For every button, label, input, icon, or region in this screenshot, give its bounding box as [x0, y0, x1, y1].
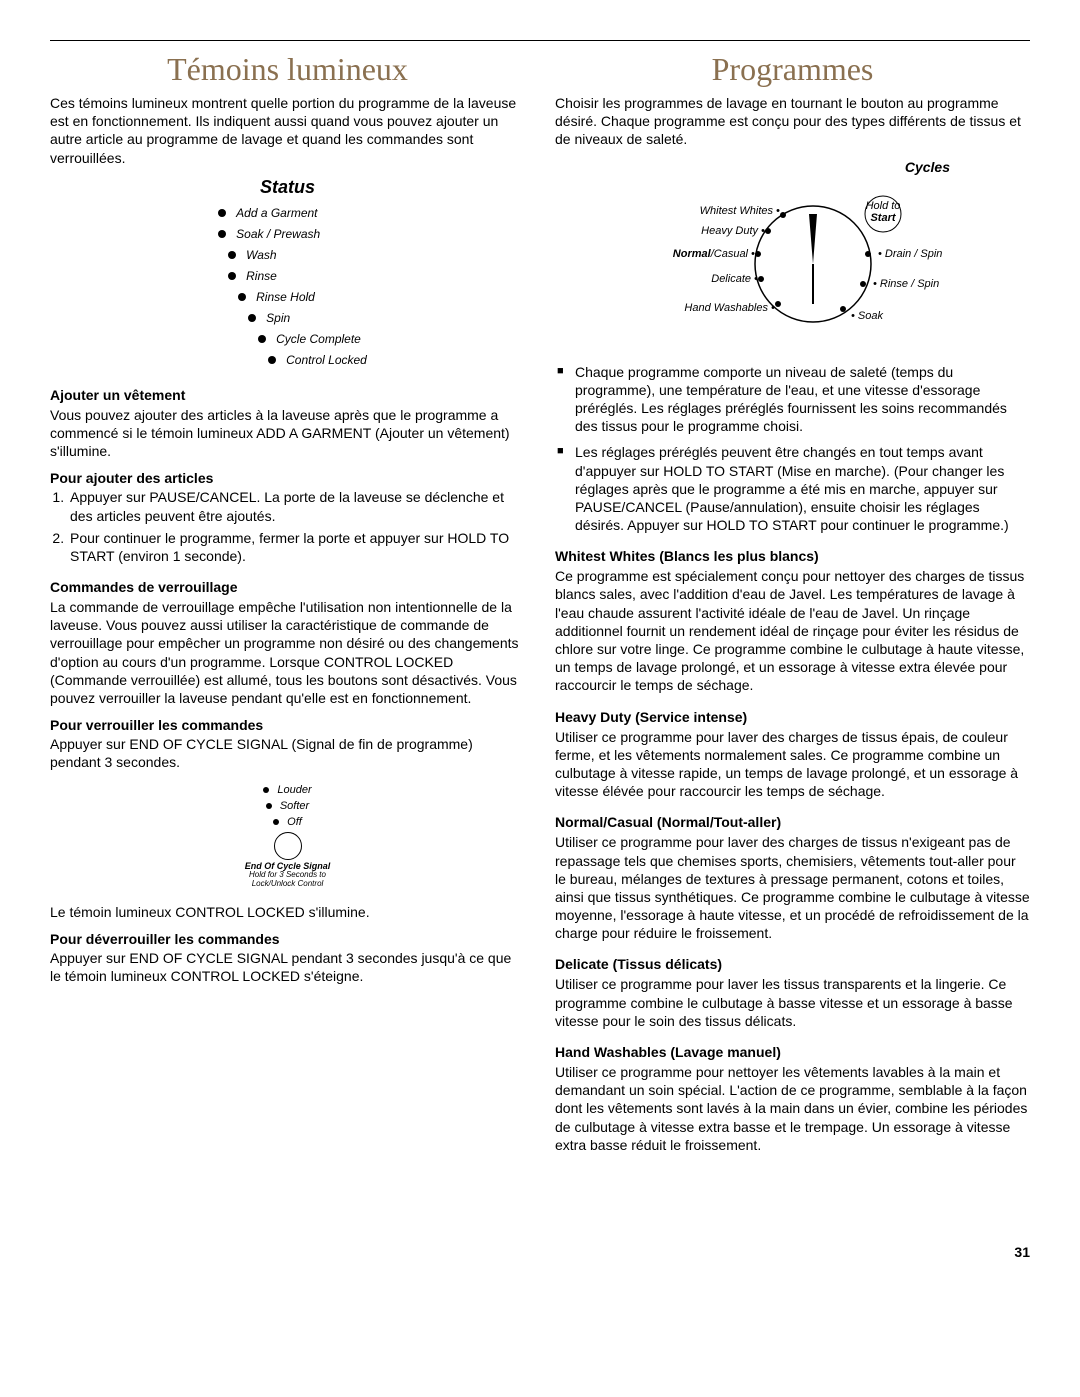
status-list: Add a Garment Soak / Prewash Wash Rinse …: [208, 206, 367, 367]
status-item: Add a Garment: [208, 206, 367, 220]
hold-to-label: Hold to: [865, 200, 900, 212]
status-dot-icon: [268, 356, 276, 364]
status-dot-icon: [263, 787, 269, 793]
status-dot-icon: [218, 209, 226, 217]
status-dot-icon: [266, 803, 272, 809]
control-locked-line: Le témoin lumineux CONTROL LOCKED s'illu…: [50, 903, 525, 921]
svg-text:•: •: [771, 302, 775, 314]
right-column: Programmes Choisir les programmes de lav…: [555, 51, 1030, 1164]
section-heading: Normal/Casual (Normal/Tout-aller): [555, 814, 1030, 830]
status-label: Add a Garment: [236, 206, 317, 220]
status-label: Cycle Complete: [276, 332, 361, 346]
dial-label: Normal/Casual: [672, 248, 748, 260]
status-item: Cycle Complete: [208, 332, 367, 346]
status-label: Control Locked: [286, 353, 367, 367]
status-item: Rinse: [208, 269, 367, 283]
ajouter-body: Vous pouvez ajouter des articles à la la…: [50, 406, 525, 461]
status-item: Rinse Hold: [208, 290, 367, 304]
svg-text:•: •: [754, 273, 758, 285]
status-label: Wash: [246, 248, 276, 262]
signal-label: Louder: [277, 784, 311, 796]
left-intro: Ces témoins lumineux montrent quelle por…: [50, 94, 525, 167]
start-label: Start: [870, 212, 896, 224]
verrou-body: La commande de verrouillage empêche l'ut…: [50, 598, 525, 707]
dial-label: Delicate: [711, 273, 751, 285]
left-column: Témoins lumineux Ces témoins lumineux mo…: [50, 51, 525, 1164]
dial-figure: Hold to Start Whitest Whites Heavy Duty …: [623, 179, 963, 349]
status-label: Soak / Prewash: [236, 227, 320, 241]
section-heading: Heavy Duty (Service intense): [555, 709, 1030, 725]
pour-ajouter-heading: Pour ajouter des articles: [50, 470, 525, 486]
list-item: Pour continuer le programme, fermer la p…: [68, 529, 525, 565]
status-dot-icon: [258, 335, 266, 343]
section-body: Utiliser ce programme pour laver des cha…: [555, 833, 1030, 942]
dial-label: • Drain / Spin: [878, 248, 942, 260]
pour-verrou-body: Appuyer sur END OF CYCLE SIGNAL (Signal …: [50, 735, 525, 771]
svg-text:•: •: [761, 225, 765, 237]
bullets: Chaque programme comporte un niveau de s…: [555, 363, 1030, 535]
status-dot-icon: [273, 819, 279, 825]
programme-sections: Whitest Whites (Blancs les plus blancs) …: [555, 548, 1030, 1154]
pour-verrou-heading: Pour verrouiller les commandes: [50, 717, 525, 733]
cycles-label: Cycles: [555, 159, 1030, 175]
bullet-item: Chaque programme comporte un niveau de s…: [555, 363, 1030, 436]
status-item: Wash: [208, 248, 367, 262]
dial-label: Whitest Whites: [699, 205, 773, 217]
status-label: Rinse: [246, 269, 277, 283]
section-heading: Hand Washables (Lavage manuel): [555, 1044, 1030, 1060]
top-rule: [50, 40, 1030, 41]
status-dot-icon: [248, 314, 256, 322]
list-item: Appuyer sur PAUSE/CANCEL. La porte de la…: [68, 488, 525, 524]
right-intro: Choisir les programmes de lavage en tour…: [555, 94, 1030, 149]
section-body: Utiliser ce programme pour nettoyer les …: [555, 1063, 1030, 1154]
signal-sub: Hold for 3 Seconds toLock/Unlock Control: [178, 871, 398, 889]
status-heading: Status: [50, 177, 525, 198]
pour-deverrou-heading: Pour déverrouiller les commandes: [50, 931, 525, 947]
dial-label: • Rinse / Spin: [873, 278, 939, 290]
right-title: Programmes: [555, 51, 1030, 88]
section-body: Utiliser ce programme pour laver des cha…: [555, 728, 1030, 801]
signal-label: Softer: [280, 800, 309, 812]
signal-row: Softer: [178, 800, 398, 812]
status-dot-icon: [238, 293, 246, 301]
status-dot-icon: [218, 230, 226, 238]
status-item: Soak / Prewash: [208, 227, 367, 241]
left-title: Témoins lumineux: [50, 51, 525, 88]
signal-label: Off: [287, 816, 302, 828]
page-number: 31: [50, 1244, 1030, 1260]
section-body: Utiliser ce programme pour laver les tis…: [555, 975, 1030, 1030]
status-label: Spin: [266, 311, 290, 325]
verrou-heading: Commandes de verrouillage: [50, 579, 525, 595]
signal-diagram: Louder Softer Off End Of Cycle Signal Ho…: [178, 784, 398, 889]
status-item: Spin: [208, 311, 367, 325]
section-body: Ce programme est spécialement conçu pour…: [555, 567, 1030, 694]
dial-label: Hand Washables: [684, 302, 768, 314]
section-heading: Delicate (Tissus délicats): [555, 956, 1030, 972]
signal-row: Louder: [178, 784, 398, 796]
status-dot-icon: [228, 272, 236, 280]
svg-text:•: •: [751, 248, 755, 260]
dial-label: • Soak: [851, 310, 883, 322]
status-item: Control Locked: [208, 353, 367, 367]
signal-button-icon: [274, 832, 302, 860]
dial-label: Heavy Duty: [701, 225, 759, 237]
status-label: Rinse Hold: [256, 290, 315, 304]
dial-icon: Hold to Start Whitest Whites Heavy Duty …: [623, 179, 963, 349]
ajouter-heading: Ajouter un vêtement: [50, 387, 525, 403]
svg-text:•: •: [776, 205, 780, 217]
bullet-item: Les réglages préréglés peuvent être chan…: [555, 443, 1030, 534]
pour-ajouter-list: Appuyer sur PAUSE/CANCEL. La porte de la…: [68, 488, 525, 565]
pour-deverrou-body: Appuyer sur END OF CYCLE SIGNAL pendant …: [50, 949, 525, 985]
two-column-layout: Témoins lumineux Ces témoins lumineux mo…: [50, 51, 1030, 1164]
signal-row: Off: [178, 816, 398, 828]
status-dot-icon: [228, 251, 236, 259]
section-heading: Whitest Whites (Blancs les plus blancs): [555, 548, 1030, 564]
